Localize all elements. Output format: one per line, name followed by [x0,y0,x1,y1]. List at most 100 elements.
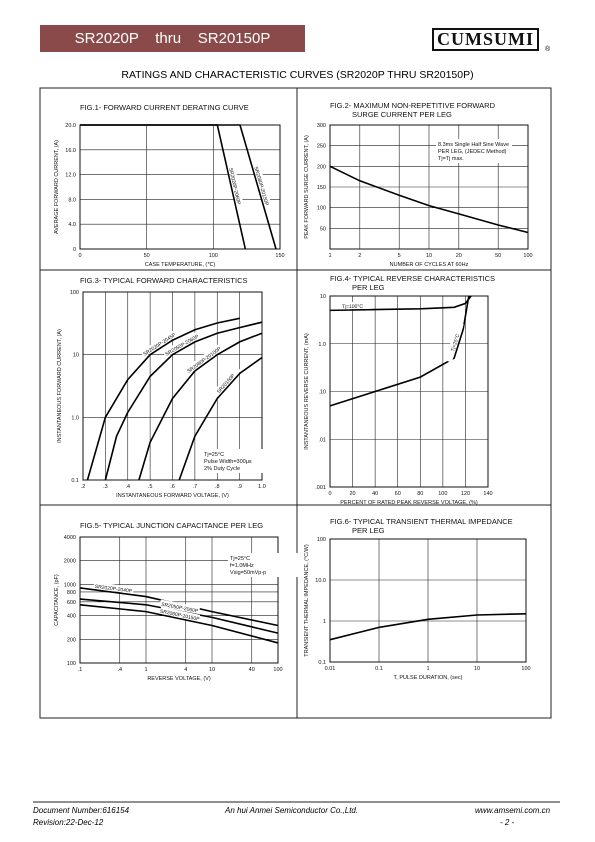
page-title: RATINGS AND CHARACTERISTIC CURVES (SR202… [121,69,474,81]
y-tick-label: 200 [317,164,326,170]
x-tick-label: 1 [328,253,331,259]
y-axis-label: PEAK FORWARD SURGE CURRENT, (A) [304,135,310,239]
label-bg [159,599,201,614]
x-tick-label: 120 [461,491,470,497]
annotation: Tj=25°C [204,452,224,458]
annotation: Tj=25°C [230,556,250,562]
y-tick-label: 10.0 [315,578,326,584]
x-tick-label: 10 [474,666,480,672]
label-bg [140,329,178,358]
figure-title: FIG.5- TYPICAL JUNCTION CAPACITANCE PER … [80,521,263,530]
curve [329,165,529,234]
curve [86,317,240,481]
curve [329,295,472,312]
curve [104,321,263,481]
y-tick-label: 16.0 [65,148,76,154]
x-tick-label: 40 [372,491,378,497]
y-tick-label: 20.0 [65,123,76,129]
figure-title: FIG.2- MAXIMUM NON-REPETITIVE FORWARD [330,101,496,110]
y-tick-label: .10 [318,390,326,396]
y-tick-label: 150 [317,185,326,191]
y-tick-label: 4000 [64,535,76,541]
y-tick-label: 2000 [64,559,76,565]
annotation: Tj=Tj max. [438,156,464,162]
series-label: SR20150P [216,372,237,395]
x-axis-label: CASE TEMPERATURE, (℃) [145,262,216,268]
plot-frame [329,124,529,250]
curve [178,356,263,481]
curve [329,295,470,407]
x-tick-label: 4 [184,667,187,673]
x-tick-label: 2 [358,253,361,259]
header-title: SR2020P thru SR20150P [40,25,305,52]
y-tick-label: 50 [320,226,326,232]
y-tick-label: 1.0 [318,342,326,348]
logo-mark: ® [545,46,551,53]
label-bg [209,365,242,401]
website: www.amsemi.com.cn [475,806,551,815]
y-tick-label: 200 [67,637,76,643]
company: An hui Anmei Semiconductor Co.,Ltd. [225,806,359,815]
x-tick-label: .5 [148,484,153,490]
x-tick-label: .4 [125,484,130,490]
curve [80,124,277,250]
y-tick-label: 0 [73,247,76,253]
y-tick-label: 4.0 [68,222,76,228]
y-tick-label: 8.0 [68,197,76,203]
y-tick-label: 100 [67,661,76,667]
figure-title: SURGE CURRENT PER LEG [352,110,452,119]
x-axis-label: REVERSE VOLTAGE, (V) [147,676,211,682]
x-axis-label: NUMBER OF CYCLES AT 60Hz [390,262,469,268]
label-bg [159,606,201,622]
y-tick-label: 400 [67,614,76,620]
plot-frame [79,536,279,664]
x-tick-label: 50 [144,253,150,259]
plot-frame [329,538,527,663]
series-label: SR2020P-2040P [94,584,133,595]
y-tick-label: .001 [315,485,326,491]
y-axis-label: CAPACITANCE, (pF) [54,574,60,626]
y-axis-label: TRANSIENT THERMAL IMPEDANCE, (°C/W) [304,544,310,657]
label-bg [93,581,134,594]
y-tick-label: 0.1 [71,478,79,484]
x-tick-label: 140 [483,491,492,497]
figure-title: FIG.4- TYPICAL REVERSE CHARACTERISTICS [330,274,495,283]
x-axis-label: INSTANTANEOUS FORWARD VOLTAGE, (V) [116,493,229,499]
curve [329,612,527,641]
y-tick-label: 300 [317,123,326,129]
y-tick-label: 800 [67,590,76,596]
x-tick-label: 100 [438,491,447,497]
y-tick-label: 1000 [64,582,76,588]
x-axis-label: PERCENT OF RATED PEAK REVERSE VOLTAGE, (… [340,500,478,506]
x-tick-label: .1 [78,667,83,673]
x-tick-label: 20 [456,253,462,259]
y-axis-label: AVERAGE FORWARD CURRENT, (A) [54,140,60,234]
x-tick-label: .2 [81,484,86,490]
label-bg [185,344,222,374]
y-tick-label: 600 [67,600,76,606]
y-tick-label: 0.1 [318,660,326,666]
x-tick-label: .9 [237,484,242,490]
x-tick-label: 10 [426,253,432,259]
figure-title: FIG.3- TYPICAL FORWARD CHARACTERISTICS [80,276,248,285]
y-tick-label: 12.0 [65,173,76,179]
x-tick-label: 40 [249,667,255,673]
annotation-bg [202,449,278,473]
y-tick-label: 100 [317,206,326,212]
doc-number: Document Number:616154 [33,806,130,815]
plot-frame [329,295,489,488]
annotation: f=1.0MHz [230,563,254,569]
x-tick-label: 100 [521,666,530,672]
annotation: PER LEG, (JEDEC Method) [438,149,507,155]
series-label: Tj=100°C [342,304,364,310]
figure-title: PER LEG [352,283,385,292]
label-bg [253,165,272,206]
annotation: Pulse Width=300μs [204,459,252,465]
label-bg [227,165,244,207]
figure-title: FIG.6- TYPICAL TRANSIENT THERMAL IMPEDAN… [330,517,513,526]
annotation: 2% Duty Cycle [204,466,240,472]
annotation-bg [436,139,512,163]
y-tick-label: 250 [317,144,326,150]
y-tick-label: 10 [320,294,326,300]
